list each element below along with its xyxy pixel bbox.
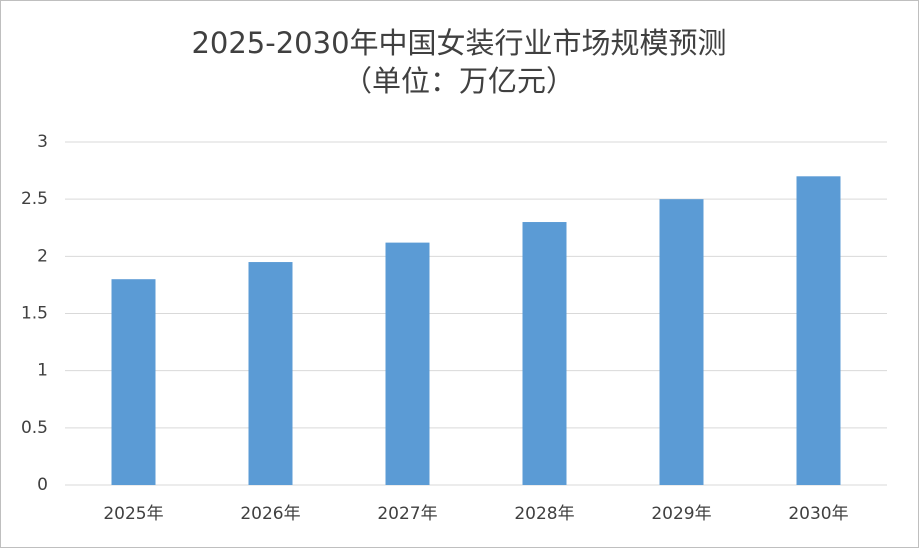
y-tick-label: 2 xyxy=(37,246,48,266)
x-tick-label: 2030年 xyxy=(788,504,848,524)
bar xyxy=(659,199,704,485)
x-tick-label: 2029年 xyxy=(651,504,711,524)
y-tick-label: 1 xyxy=(37,361,48,381)
x-tick-label: 2028年 xyxy=(514,504,574,524)
y-tick-label: 0 xyxy=(37,475,48,495)
x-tick-label: 2027年 xyxy=(377,504,437,524)
bar xyxy=(796,176,841,486)
chart-subtitle: （单位：万亿元） xyxy=(343,64,575,98)
bar xyxy=(111,279,156,485)
y-tick-label: 2.5 xyxy=(21,189,48,209)
bar xyxy=(522,222,567,486)
y-tick-label: 0.5 xyxy=(21,418,48,438)
y-tick-label: 1.5 xyxy=(21,304,48,324)
bar xyxy=(385,242,430,485)
bar xyxy=(248,262,293,485)
x-tick-label: 2025年 xyxy=(103,504,163,524)
chart-title: 2025-2030年中国女装行业市场规模预测 xyxy=(191,26,726,60)
y-tick-label: 3 xyxy=(37,132,48,152)
x-tick-label: 2026年 xyxy=(240,504,300,524)
